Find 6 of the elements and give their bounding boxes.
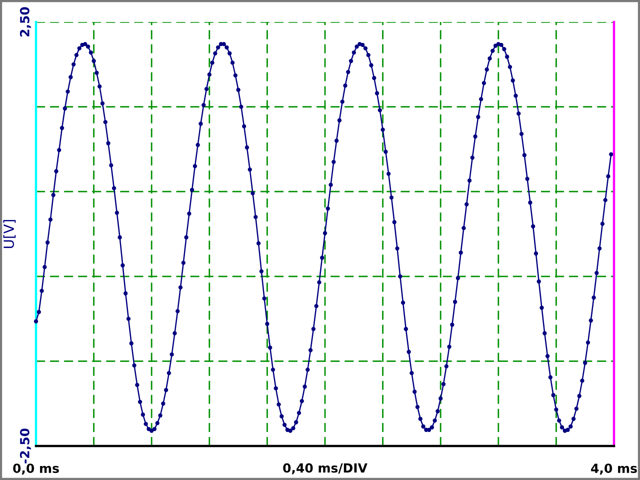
y-tick-label: -2,50 — [20, 428, 32, 464]
y-axis-title: U[V] — [3, 220, 16, 248]
x-axis-title: 0,40 ms/DIV — [283, 463, 368, 474]
x-tick-label: 4,0 ms — [591, 464, 637, 475]
x-tick-label: 0,0 ms — [13, 464, 59, 475]
y-tick-label: 2,50 — [20, 7, 32, 36]
